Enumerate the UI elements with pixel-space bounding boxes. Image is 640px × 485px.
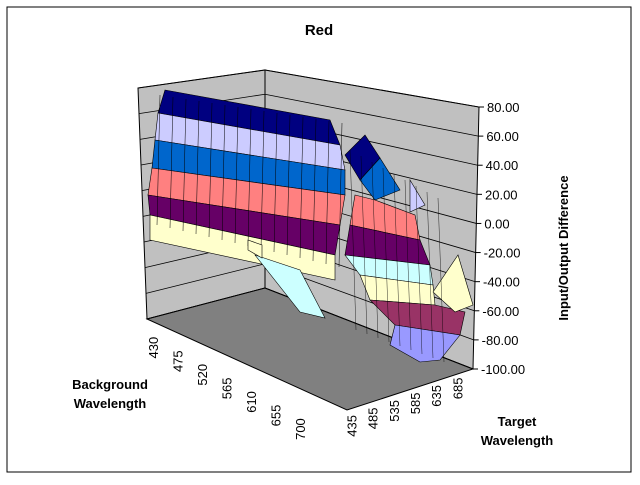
- surface-plot: [147, 89, 474, 363]
- background-axis-tick-label: 655: [268, 405, 283, 427]
- surface-mesh-line: [208, 102, 213, 238]
- surface-band: [359, 157, 401, 201]
- z-tick-label: -20.00: [484, 246, 521, 261]
- z-axis-label: Input/Output Difference: [556, 175, 571, 320]
- surface-mesh-line: [415, 185, 423, 355]
- surface-mesh-line: [325, 120, 330, 265]
- target-axis-ticks: 435 485 535 585 635 685: [344, 378, 465, 437]
- z-tick-label: 60.00: [486, 129, 519, 144]
- surface-band: [369, 299, 466, 336]
- target-axis-label-line1: Target: [498, 414, 537, 429]
- target-axis-tick-label: 435: [344, 415, 359, 437]
- chart-title: Red: [305, 22, 333, 39]
- background-axis-tick-label: 520: [195, 364, 210, 386]
- surface-mesh-line: [312, 118, 317, 262]
- background-axis-tick-label: 700: [293, 418, 308, 440]
- surface-mesh-line: [260, 110, 265, 250]
- z-tick-label: -60.00: [482, 304, 519, 319]
- surface-mesh-line: [437, 197, 445, 363]
- surface-mesh-line: [393, 173, 401, 347]
- background-axis-tick-label: 565: [220, 378, 235, 400]
- z-axis-ticks: 80.00 60.00 40.00 20.00 0.00 -20.00 -40.00 -60.…: [473, 100, 525, 377]
- z-tick-label: 40.00: [486, 158, 519, 173]
- target-axis-tick-label: 585: [408, 393, 423, 415]
- z-tick-label: -40.00: [483, 275, 520, 290]
- z-tick-label: 80.00: [487, 100, 520, 115]
- surface-mesh-line: [360, 155, 368, 335]
- surface-mesh-line: [382, 167, 390, 343]
- surface-mesh-line: [195, 100, 200, 235]
- surface-mesh-line: [221, 104, 226, 241]
- background-axis-tick-label: 610: [244, 391, 259, 413]
- background-axis-tick-label: 430: [146, 337, 161, 359]
- background-axis-label-line1: Background: [72, 377, 148, 392]
- surface-mesh-line: [338, 122, 343, 268]
- target-axis-tick-label: 485: [366, 408, 381, 430]
- surface-band: [432, 254, 474, 313]
- background-axis-ticks: 430 475 520 565 610 655 700: [146, 337, 308, 440]
- surface-mesh-line: [404, 179, 412, 351]
- target-axis-tick-label: 635: [429, 385, 444, 407]
- z-gridline: [137, 69, 480, 108]
- background-axis-tick-label: 475: [171, 350, 186, 372]
- z-tick-label: 20.00: [485, 187, 518, 202]
- surface-band: [254, 254, 326, 319]
- surface-mesh-line: [426, 191, 434, 359]
- surface-mesh-line: [156, 94, 161, 226]
- surface-mesh-line: [182, 98, 187, 232]
- surface-band: [247, 239, 263, 259]
- target-axis-label-line2: Wavelength: [481, 433, 554, 448]
- surface-mesh-line: [371, 161, 379, 339]
- target-axis-tick-label: 685: [450, 378, 465, 400]
- target-axis-tick-label: 535: [387, 400, 402, 422]
- z-tick-label: -80.00: [482, 333, 519, 348]
- z-tick-label: 0.00: [484, 216, 509, 231]
- surface-mesh-line: [273, 112, 278, 253]
- surface-mesh-line: [299, 116, 304, 259]
- surface-band: [409, 178, 426, 213]
- surface-mesh-line: [169, 96, 174, 229]
- z-tick-label: -100.00: [481, 362, 525, 377]
- surface-mesh-line: [349, 149, 357, 331]
- background-axis-label-line2: Wavelength: [74, 396, 147, 411]
- surface-mesh-line: [247, 108, 252, 247]
- surface-band: [389, 324, 461, 363]
- surface-mesh-line: [234, 106, 239, 244]
- surface-mesh-line: [286, 114, 291, 256]
